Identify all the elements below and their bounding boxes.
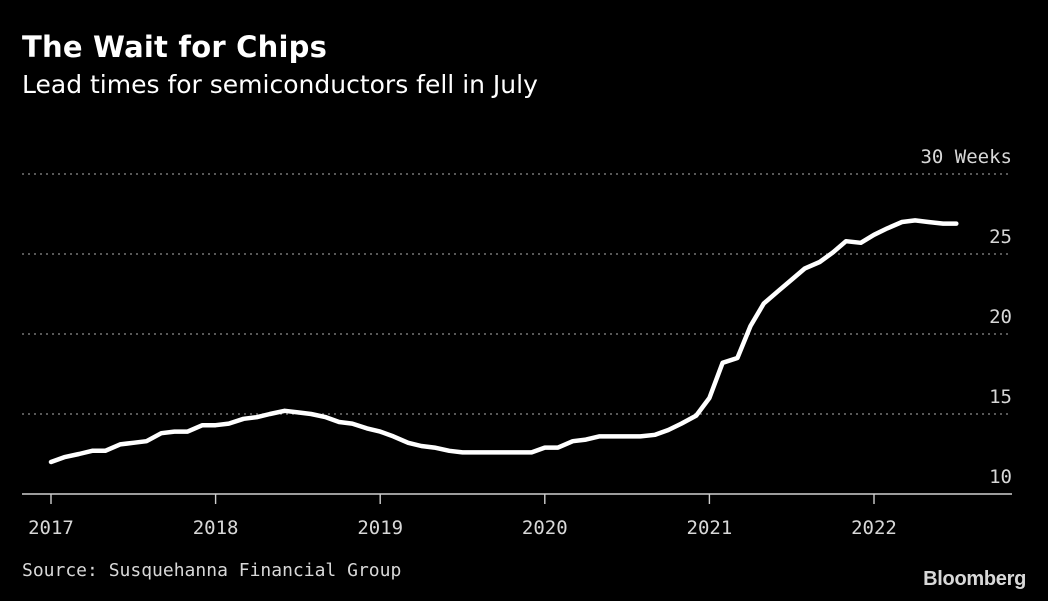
source-note: Source: Susquehanna Financial Group [22, 560, 402, 581]
series-line-lead-times [48, 218, 959, 465]
x-tick-label-2022: 2022 [851, 517, 897, 539]
series-layer [48, 218, 959, 465]
y-tick-label-20: 20 [989, 306, 1012, 328]
chart-title: The Wait for Chips [22, 30, 328, 64]
y-tick-label-30: 30 Weeks [920, 146, 1012, 168]
x-axis: 2017 2018 2019 2020 2021 2022 [22, 493, 1012, 539]
chart-subtitle: Lead times for semiconductors fell in Ju… [22, 70, 538, 99]
bloomberg-logo: Bloomberg [923, 568, 1026, 590]
x-tick-label-2017: 2017 [28, 517, 74, 539]
y-tick-label-25: 25 [989, 226, 1012, 248]
x-tick-label-2018: 2018 [193, 517, 239, 539]
grid-lines [22, 173, 1012, 415]
x-tick-label-2021: 2021 [687, 517, 733, 539]
y-tick-label-15: 15 [989, 386, 1012, 408]
x-tick-label-2020: 2020 [522, 517, 568, 539]
y-tick-label-10: 10 [989, 466, 1012, 488]
y-axis-ticks: 10 15 20 25 30 Weeks [920, 146, 1012, 488]
x-tick-label-2019: 2019 [357, 517, 403, 539]
